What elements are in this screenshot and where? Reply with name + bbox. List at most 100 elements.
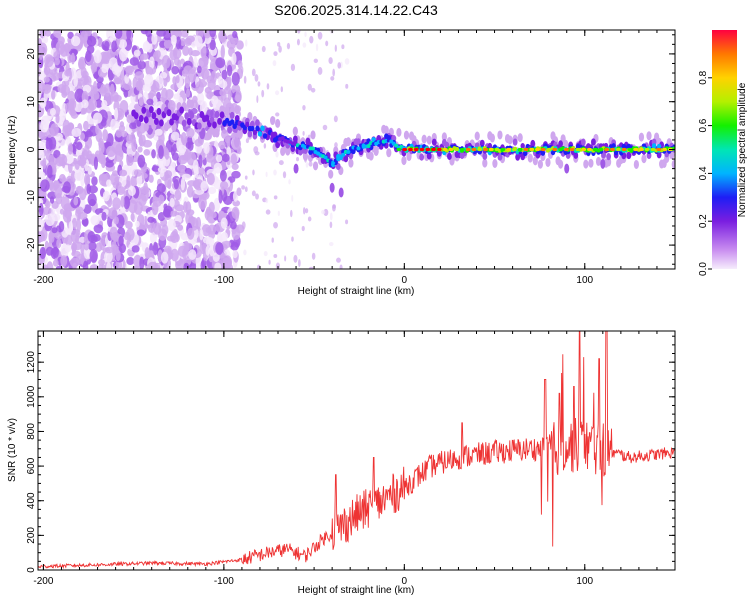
spectrogram-noise-cell bbox=[193, 56, 198, 68]
spectrogram-noise-cell bbox=[64, 207, 72, 220]
spectrogram-noise-cell bbox=[301, 225, 305, 232]
spectrogram-noise-cell bbox=[137, 154, 146, 168]
spectrogram-noise-cell bbox=[76, 218, 82, 232]
spectrogram-ridge-cell bbox=[255, 125, 260, 132]
spectrogram-noise-cell bbox=[93, 224, 104, 234]
spectrogram-noise-cell bbox=[72, 241, 82, 251]
spectrogram-noise-cell bbox=[200, 67, 210, 80]
spectrogram-noise-cell bbox=[95, 124, 100, 136]
spectrogram-noise-cell bbox=[93, 71, 99, 79]
spectrogram-noise-cell bbox=[53, 30, 62, 38]
spectrogram-noise-cell bbox=[205, 245, 210, 256]
spectrogram-noise-cell bbox=[45, 213, 55, 227]
spectrogram-ridge-cell bbox=[224, 106, 230, 116]
colorbar-tick-label: 0.4 bbox=[698, 166, 709, 180]
spectrogram-noise-cell bbox=[193, 35, 203, 48]
spectrogram-noise-cell bbox=[54, 57, 61, 66]
spectrogram-noise-cell bbox=[147, 261, 158, 269]
spectrogram-noise-cell bbox=[254, 151, 260, 156]
spectrogram-noise-cell bbox=[251, 68, 256, 77]
spectrogram-ridge-cell bbox=[260, 125, 265, 132]
spectrogram-noise-cell bbox=[302, 207, 306, 215]
spectrogram-noise-cell bbox=[209, 30, 217, 38]
spectrogram-noise-cell bbox=[261, 45, 266, 53]
spectrogram-noise-cell bbox=[181, 173, 191, 180]
spectrogram-ridge-cell bbox=[346, 149, 351, 154]
spectrogram-noise-cell bbox=[108, 57, 119, 72]
spectrogram-noise-cell bbox=[144, 247, 150, 259]
spectrogram-noise-cell bbox=[71, 217, 78, 230]
spectrogram-noise-cell bbox=[273, 169, 277, 176]
spectrogram-noise-cell bbox=[321, 209, 326, 215]
spectrogram-noise-cell bbox=[206, 90, 214, 100]
spectrogram-noise-cell bbox=[74, 170, 83, 182]
spectrogram-noise-cell bbox=[46, 164, 53, 179]
spectrogram-noise-cell bbox=[142, 139, 153, 148]
spectrogram-noise-cell bbox=[217, 76, 223, 85]
spectrogram-noise-cell bbox=[160, 251, 169, 264]
spectrogram-noise-cell bbox=[122, 31, 128, 40]
spectrogram-core-cell bbox=[535, 147, 540, 152]
spectrogram-noise-cell bbox=[184, 37, 193, 46]
spectrogram-noise-cell bbox=[286, 42, 291, 50]
spectrogram-noise-cell bbox=[309, 35, 314, 44]
spectrogram-noise-cell bbox=[277, 41, 281, 47]
spectrogram-noise-cell bbox=[104, 250, 113, 263]
spectrogram-ridge-cell bbox=[646, 131, 652, 141]
spectrogram-noise-cell bbox=[159, 71, 168, 79]
spectrogram-noise-cell bbox=[203, 142, 210, 155]
spectrogram-noise-cell bbox=[131, 245, 140, 253]
spectrogram-noise-cell bbox=[92, 81, 98, 95]
spectrogram-noise-cell bbox=[220, 253, 225, 264]
spectrogram-core-cell bbox=[506, 147, 512, 152]
spectrogram-noise-cell bbox=[51, 89, 56, 100]
spectrogram-noise-cell bbox=[90, 215, 100, 226]
spectrogram-noise-cell bbox=[275, 151, 279, 158]
spectrogram-core-cell bbox=[500, 147, 506, 152]
spectrogram-noise-cell bbox=[232, 30, 238, 39]
spectrogram-noise-cell bbox=[59, 174, 66, 183]
spectrogram-noise-cell bbox=[278, 160, 284, 166]
spectrogram-ridge-cell bbox=[336, 157, 341, 162]
spectrogram-noise-cell bbox=[298, 259, 301, 267]
spectrogram-noise-cell bbox=[126, 134, 133, 144]
spectrogram-noise-cell bbox=[302, 130, 305, 136]
spectrogram-noise-cell bbox=[227, 89, 232, 101]
spectrogram-ridge-cell bbox=[323, 155, 328, 160]
spectrogram-noise-cell bbox=[80, 107, 86, 115]
spectrogram-ridge-cell bbox=[252, 129, 258, 136]
spectrogram-ridge-cell bbox=[351, 148, 356, 155]
spectrogram-noise-cell bbox=[101, 211, 107, 221]
spectrogram-noise-cell bbox=[265, 209, 271, 215]
spectrogram-core-cell bbox=[471, 147, 477, 152]
spectrogram-noise-cell bbox=[170, 131, 180, 141]
spectrogram-ridge-cell bbox=[229, 111, 235, 120]
spectrogram-core-cell bbox=[436, 147, 442, 152]
spectrogram-noise-cell bbox=[220, 44, 225, 59]
spectrogram-noise-cell bbox=[40, 120, 49, 133]
spectrogram-noise-cell bbox=[170, 161, 176, 172]
spectrogram-ridge-cell bbox=[212, 121, 217, 129]
spectrogram-noise-cell bbox=[243, 249, 247, 256]
spectrogram-noise-cell bbox=[200, 180, 209, 192]
spectrogram-noise-cell bbox=[98, 259, 106, 266]
y-tick-label: 800 bbox=[26, 423, 37, 440]
spectrogram-noise-cell bbox=[170, 34, 177, 46]
snr-line bbox=[38, 331, 675, 570]
colorbar-tick-label: 0.2 bbox=[698, 214, 709, 228]
spectrogram-noise-cell bbox=[282, 171, 287, 179]
spectrogram-noise-cell bbox=[45, 246, 54, 256]
spectrogram-ridge-cell bbox=[368, 151, 374, 161]
spectrogram-noise-cell bbox=[241, 221, 246, 230]
spectrogram-noise-cell bbox=[271, 237, 274, 243]
spectrogram-noise-cell bbox=[80, 66, 87, 78]
spectrogram-noise-cell bbox=[252, 169, 255, 176]
spectrogram-noise-cell bbox=[67, 31, 74, 39]
spectrogram-ridge-cell bbox=[133, 112, 139, 120]
spectrogram-noise-cell bbox=[48, 179, 54, 191]
spectrogram-noise-cell bbox=[214, 262, 222, 269]
spectrogram-noise-cell bbox=[311, 252, 316, 260]
spectrogram-core-cell bbox=[598, 147, 604, 152]
spectrogram-noise-cell bbox=[185, 141, 192, 150]
spectrogram-noise-cell bbox=[57, 153, 68, 167]
